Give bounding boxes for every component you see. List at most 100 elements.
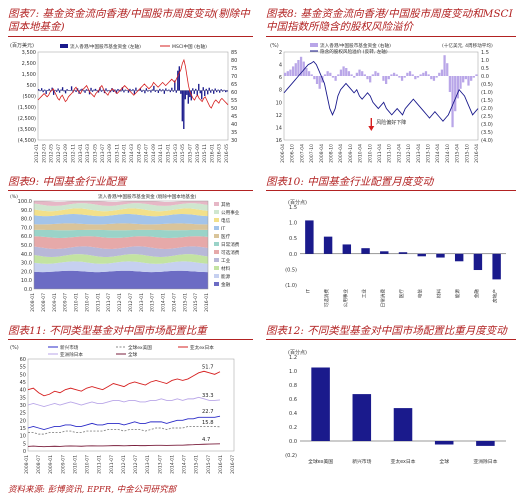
fig9-xtick: 2011-07 [106,293,112,312]
fig8-flow-bar [297,60,300,76]
fig8-flow-bar [353,76,356,78]
fig8-flow-bar [331,76,335,78]
fig8-flow-bar [289,69,292,76]
fig12-title: 图表12: 不同类型基金对中国市场配置比重月度变动 [266,325,507,337]
fig7-xtick: 2013-07 [100,144,106,163]
fig11-xtick: 2008-07 [36,455,42,474]
fig7-flow-bar [39,90,41,92]
fig11-xtick: 2010-01 [72,455,78,474]
fig8-annotation-arrowhead [368,126,375,131]
fig9-svg: (%) 流入香港/中国股市基金资金 (剔除中国本地基金) 100.0 90.0 80.0… [10,193,240,312]
fig8-flow-bar [419,74,422,76]
fig8-ytick-right: (3.0) [481,122,493,128]
fig7-flow-bar [135,87,137,91]
fig9-legend-swatch [214,234,219,238]
fig7-flow-bar [105,88,107,91]
fig8-ytick-right: 1.0 [481,58,489,64]
fig9-legend-swatch [214,250,219,254]
fig7-flow-bar [226,90,228,92]
fig12-bar [393,408,413,441]
fig7-flow-bar [208,87,210,91]
fig11-ytick: 5 [23,441,26,447]
fig8-xtick: 2012-04 [396,144,402,163]
fig8-flow-bar [411,74,414,76]
fig8-flow-bar [313,76,316,80]
fig7-xtick: 2015-09 [195,144,201,163]
fig7-ytick-left: (500) [23,94,36,100]
fig7-flow-bar [219,90,221,93]
fig8-ytick-left: 12 [276,113,282,119]
fig7-flow-bar [51,87,53,91]
fig10-unit: (百分点) [288,199,307,206]
fig7-flow-bar [52,90,55,95]
fig8-xtick: 2013-04 [416,144,422,163]
fig9-ytick: 70.0 [21,225,32,231]
fig10-chart: (百分点) 1.5 1.0 0.5 0.0 (0.5) (1.0) IT 可选消费 公用事业 工业 日… [266,193,516,321]
fig10-ytick: 1.0 [289,221,297,227]
fig12-bar [311,367,330,441]
fig7-flow-bar [207,90,209,95]
fig8-flow-bar [377,72,380,76]
fig9-area-7 [34,246,208,258]
fig7-flow-bar [75,90,77,93]
fig7-flow-bar [45,90,47,95]
fig7-flow-bar [166,90,169,92]
fig7-xtick: 2014-03 [129,144,135,163]
fig8-erp-line [283,60,479,122]
fig8-flow-bar [459,76,462,89]
fig8-flow-bar [416,76,420,78]
fig11-xtick: 2013-07 [157,455,163,474]
fig7-flow-bar [76,88,79,91]
fig7-flow-bar [198,83,200,91]
fig8-xtick: 2010-04 [358,144,364,163]
fig9-area-10 [34,270,208,289]
fig7-ytick-right: 85 [231,50,237,56]
fig12-ytick: 1.0 [289,369,297,375]
fig7-title: 图表7: 基金资金流向香港/中国股市周度变动(剔除中国本地基金) [8,8,250,33]
fig11-xtick: 2013-01 [145,455,151,474]
fig8-flow-bar [448,76,452,92]
fig9-area-8 [34,254,208,264]
fig9-ytick: 90.0 [21,208,32,214]
fig9-xtick: 2016-01 [204,293,210,312]
fig10-bar [342,244,352,254]
fig7-flow-bar [169,90,171,93]
fig8-xtick: 2007-04 [299,144,305,163]
fig7-ytick-right: 65 [231,82,237,88]
fig9-legend-label: 日常消费 [221,241,240,248]
fig9-legend-swatch [214,258,219,262]
fig9-area-4 [34,223,208,231]
fig7-flow-bar [63,90,65,92]
fig12-ytick: (0.2) [285,453,297,459]
fig7-flow-bar [127,90,130,93]
fig9-title: 图表9: 中国基金行业配置 [8,176,127,188]
fig7-xtick: 2015-03 [173,144,179,163]
fig8-xtick: 2008-04 [319,144,325,163]
fig7-flow-bar [180,90,182,94]
fig9-xtick: 2010-01 [74,293,80,312]
fig7-flow-bar [153,85,155,91]
fig11-title: 图表11: 不同类型基金对中国市场配置比重 [8,325,207,337]
fig7-flow-bar [114,89,116,91]
fig7-flow-bar [165,88,167,91]
fig8-flow-bar [302,61,305,76]
fig8-xtick: 2016-04 [474,144,480,163]
fig7-flow-bar [184,90,186,100]
fig7-flow-bar [160,90,163,92]
fig11-xtick: 2016-01 [218,455,224,474]
fig7-xtick: 2014-09 [151,144,157,163]
fig7-flow-bar [40,88,43,91]
fig9-legend-swatch [214,242,219,246]
fig8-flow-bar [355,72,359,76]
fig7-flow-bar [220,89,222,91]
fig7-flow-bar [139,88,142,91]
fig7-ytick-left: 3,500 [22,50,36,56]
fig12-category-label: 全球 [439,458,449,465]
fig7-flow-bar [195,88,197,91]
fig10-category-label: 材料 [435,289,442,299]
fig9-xtick: 2013-07 [150,293,156,312]
fig8-ytick-left: 16 [276,138,282,144]
fig7-ytick-right: 70 [231,74,237,80]
fig11-line-3 [28,426,221,435]
